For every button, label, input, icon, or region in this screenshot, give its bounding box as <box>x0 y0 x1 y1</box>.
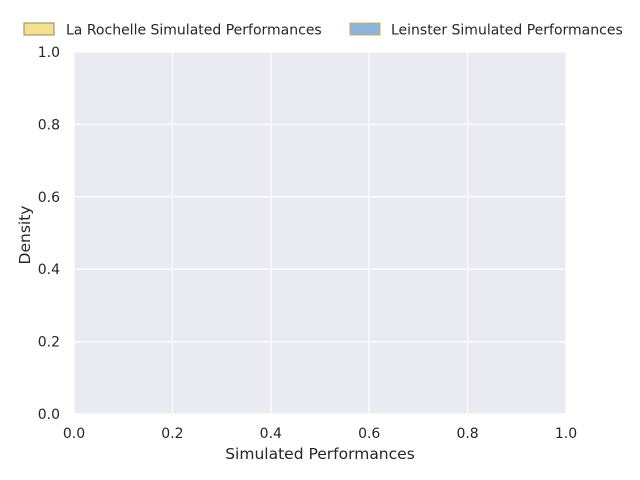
x-tick-label: 1.0 <box>555 426 577 442</box>
y-axis-label: Density <box>16 206 34 265</box>
x-tick-label: 0.6 <box>358 426 380 442</box>
legend-item-leinster: Leinster Simulated Performances <box>349 22 623 39</box>
legend-label-leinster: Leinster Simulated Performances <box>391 23 623 39</box>
x-tick-label: 0.8 <box>456 426 478 442</box>
legend-swatch-la-rochelle <box>23 22 55 36</box>
x-gridlines <box>73 52 567 414</box>
y-tick-label: 0.4 <box>38 262 60 278</box>
y-tick-labels: 0.0 0.2 0.4 0.6 0.8 1.0 <box>38 45 60 423</box>
legend: La Rochelle Simulated Performances Leins… <box>23 22 623 39</box>
x-tick-label: 0.4 <box>260 426 282 442</box>
y-tick-label: 0.6 <box>38 190 60 206</box>
y-tick-label: 1.0 <box>38 45 60 61</box>
plot-area <box>74 52 566 414</box>
legend-swatch-leinster <box>349 22 381 36</box>
legend-item-la-rochelle: La Rochelle Simulated Performances <box>23 22 322 39</box>
y-gridlines <box>74 51 566 415</box>
x-tick-label: 0.0 <box>63 426 85 442</box>
y-tick-label: 0.0 <box>38 407 60 423</box>
y-tick-label: 0.8 <box>38 117 60 133</box>
x-tick-label: 0.2 <box>161 426 183 442</box>
legend-label-la-rochelle: La Rochelle Simulated Performances <box>66 23 322 39</box>
x-tick-labels: 0.0 0.2 0.4 0.6 0.8 1.0 <box>63 426 577 442</box>
y-tick-label: 0.2 <box>38 335 60 351</box>
x-axis-label: Simulated Performances <box>225 445 415 463</box>
